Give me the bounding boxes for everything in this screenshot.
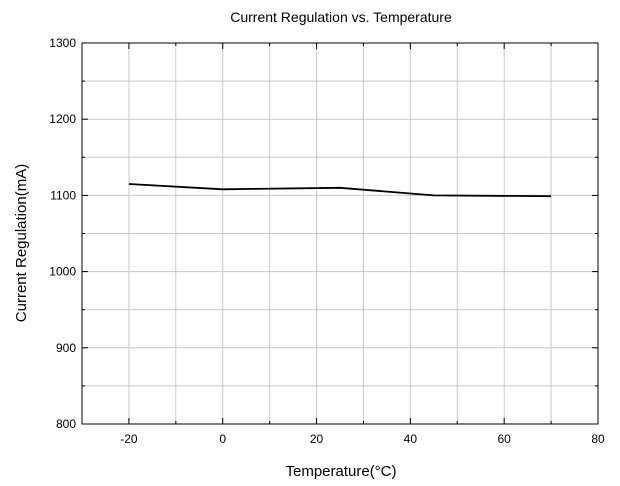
- chart-title: Current Regulation vs. Temperature: [230, 9, 452, 25]
- x-tick-label: -20: [120, 432, 138, 446]
- x-tick-label: 40: [404, 432, 418, 446]
- x-axis-title: Temperature(°C): [285, 463, 396, 480]
- series: [128, 183, 552, 198]
- grid: [82, 43, 598, 424]
- y-tick-label: 900: [56, 341, 76, 355]
- y-tick-label: 800: [56, 417, 76, 431]
- y-axis-title: Current Regulation(mA): [13, 164, 30, 322]
- series-line: [128, 183, 552, 198]
- y-tick-label: 1000: [49, 265, 76, 279]
- x-tick-label: 60: [498, 432, 512, 446]
- x-tick-label: 0: [219, 432, 226, 446]
- y-tick-label: 1300: [49, 36, 76, 50]
- plot-frame: [81, 42, 599, 425]
- y-tick-label: 1100: [50, 188, 76, 202]
- x-tick-label: 20: [310, 432, 324, 446]
- tick-labels: -20 0 20 40 60 80 800 900 1000 1100 1200 1300: [49, 36, 605, 446]
- y-tick-label: 1200: [49, 112, 76, 126]
- x-tick-label: 80: [591, 432, 605, 446]
